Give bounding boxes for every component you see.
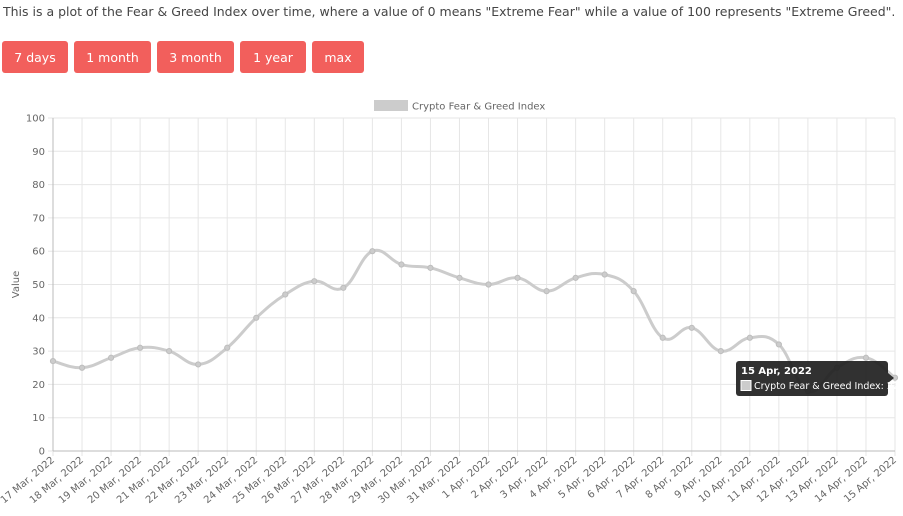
- data-point[interactable]: [224, 344, 231, 351]
- y-tick-label: 40: [32, 313, 45, 324]
- y-tick-label: 90: [32, 147, 45, 158]
- data-point[interactable]: [369, 248, 376, 255]
- data-point[interactable]: [166, 348, 173, 355]
- tooltip-swatch: [740, 380, 752, 391]
- data-point[interactable]: [543, 288, 550, 295]
- y-axis-title: Value: [11, 271, 22, 298]
- y-tick-label: 30: [32, 347, 45, 358]
- data-point[interactable]: [456, 274, 463, 281]
- range-3-month-button[interactable]: 3 month: [157, 41, 234, 73]
- data-point[interactable]: [195, 361, 202, 368]
- y-tick-label: 100: [26, 114, 45, 125]
- data-point[interactable]: [630, 288, 637, 295]
- y-tick-label: 70: [32, 213, 45, 224]
- data-point[interactable]: [717, 348, 724, 355]
- tooltip-box: [736, 361, 888, 396]
- y-tick-label: 60: [32, 247, 45, 258]
- data-point[interactable]: [137, 344, 144, 351]
- x-tick-label: 15 Apr, 2022: [842, 455, 899, 505]
- chart-container: 0 10 20 30 40 50 60 70 80 90 100 17 Mar, 2022 18 Mar…: [0, 92, 903, 512]
- data-point[interactable]: [78, 364, 86, 371]
- data-point[interactable]: [601, 271, 608, 278]
- legend-label: Crypto Fear & Greed Index: [412, 102, 545, 113]
- data-point[interactable]: [282, 291, 289, 298]
- range-1-year-button[interactable]: 1 year: [240, 41, 306, 73]
- intro-text: This is a plot of the Fear & Greed Index…: [3, 4, 896, 19]
- y-tick-label: 80: [32, 180, 45, 191]
- data-point[interactable]: [514, 274, 521, 281]
- data-point[interactable]: [107, 354, 115, 361]
- y-tick-label: 50: [32, 280, 45, 291]
- data-point[interactable]: [659, 334, 666, 341]
- range-max-button[interactable]: max: [312, 41, 364, 73]
- range-1-month-button[interactable]: 1 month: [74, 41, 151, 73]
- y-tick-label: 0: [39, 447, 45, 458]
- data-point[interactable]: [398, 261, 405, 268]
- y-tick-label: 10: [32, 413, 45, 424]
- tooltip-body: Crypto Fear & Greed Index: 22: [754, 381, 899, 392]
- data-point[interactable]: [485, 281, 492, 288]
- data-point[interactable]: [746, 334, 753, 341]
- range-buttons: 7 days 1 month 3 month 1 year max: [2, 41, 364, 73]
- y-tick-label: 20: [32, 380, 45, 391]
- tooltip-title: 15 Apr, 2022: [741, 366, 812, 377]
- data-point[interactable]: [427, 264, 434, 271]
- legend-swatch: [374, 100, 408, 111]
- tooltip-caret: [888, 373, 894, 383]
- data-point[interactable]: [862, 354, 870, 361]
- data-point[interactable]: [49, 357, 57, 365]
- range-7-days-button[interactable]: 7 days: [2, 41, 68, 73]
- data-point[interactable]: [311, 278, 318, 285]
- data-point[interactable]: [572, 274, 579, 281]
- data-point[interactable]: [775, 341, 782, 348]
- data-point[interactable]: [340, 284, 347, 291]
- data-point[interactable]: [688, 324, 695, 331]
- data-point[interactable]: [253, 314, 260, 321]
